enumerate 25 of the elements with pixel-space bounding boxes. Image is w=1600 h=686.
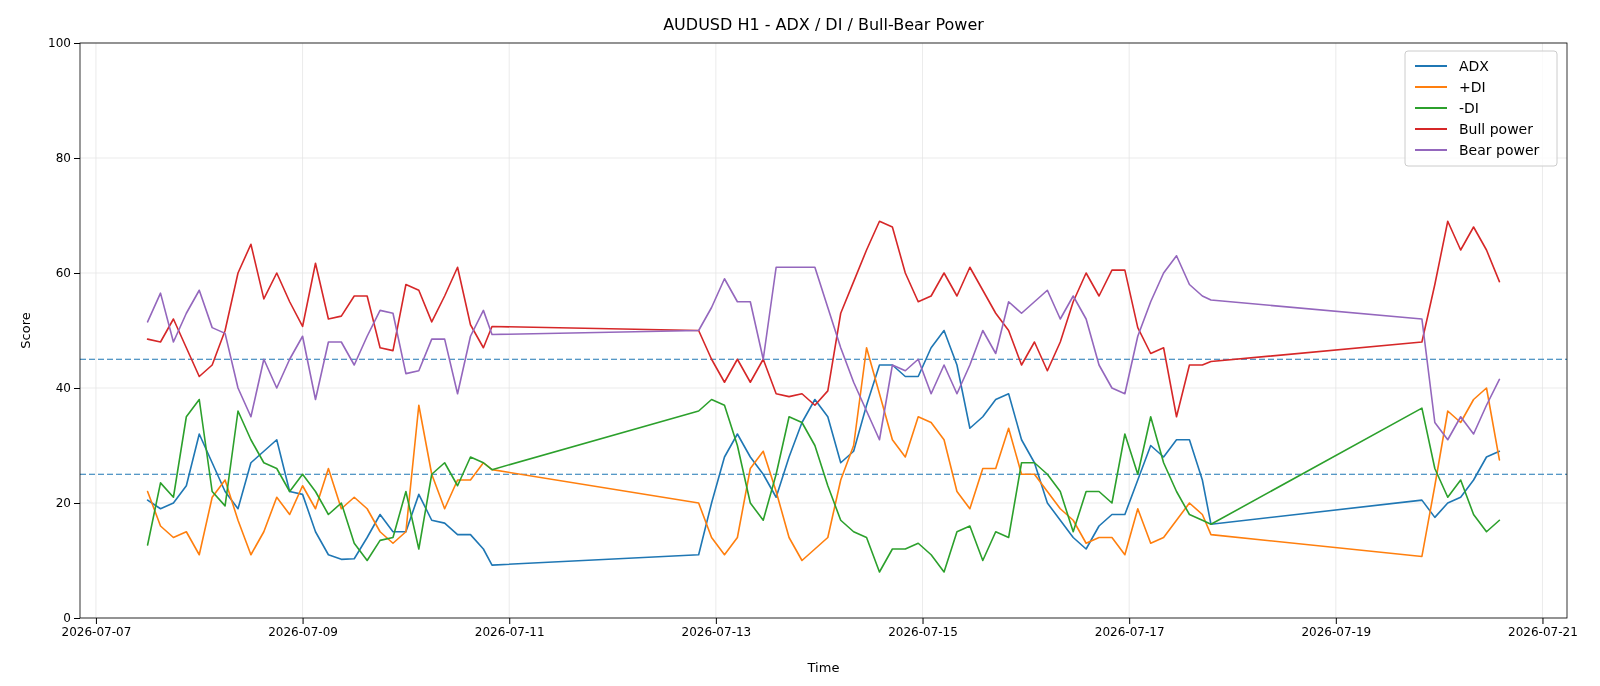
chart-title: AUDUSD H1 - ADX / DI / Bull-Bear Power <box>663 15 985 34</box>
x-tick-label: 2026-07-17 <box>1094 624 1165 639</box>
legend-label: Bear power <box>1459 141 1540 158</box>
y-tick-label: 40 <box>55 381 71 396</box>
x-tick-label: 2026-07-13 <box>681 624 752 639</box>
legend-label: -DI <box>1459 99 1479 116</box>
x-tick-label: 2026-07-09 <box>268 624 338 639</box>
x-tick-label: 2026-07-11 <box>474 624 545 639</box>
legend-label: ADX <box>1459 57 1490 74</box>
x-axis-title: Time <box>806 660 840 675</box>
legend-label: +DI <box>1459 78 1486 95</box>
x-tick-label: 2026-07-19 <box>1301 624 1372 639</box>
line-series <box>146 398 1501 573</box>
y-tick-label: 60 <box>55 266 71 281</box>
line-series <box>146 254 1501 441</box>
line-series <box>146 220 1501 418</box>
legend-label: Bull power <box>1459 120 1534 137</box>
x-tick-label: 2026-07-15 <box>888 624 958 639</box>
y-tick-label: 100 <box>48 36 71 51</box>
y-axis-title: Score <box>18 312 33 349</box>
x-tick-label: 2026-07-07 <box>61 624 132 639</box>
y-tick-label: 20 <box>55 496 71 511</box>
x-tick-label: 2026-07-21 <box>1508 624 1578 639</box>
y-tick-label: 80 <box>55 151 71 166</box>
y-tick-label: 0 <box>63 611 71 626</box>
